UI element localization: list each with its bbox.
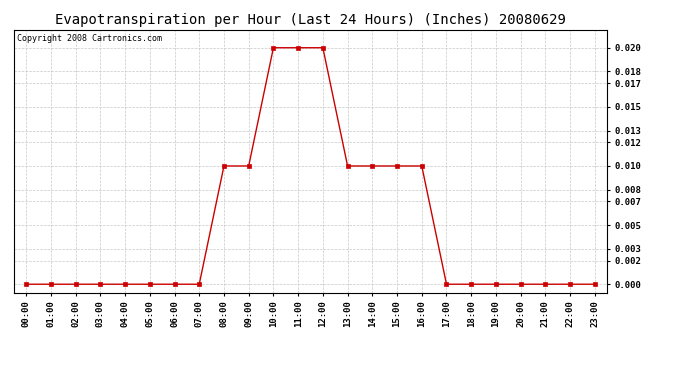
Text: Copyright 2008 Cartronics.com: Copyright 2008 Cartronics.com [17,34,161,43]
Title: Evapotranspiration per Hour (Last 24 Hours) (Inches) 20080629: Evapotranspiration per Hour (Last 24 Hou… [55,13,566,27]
